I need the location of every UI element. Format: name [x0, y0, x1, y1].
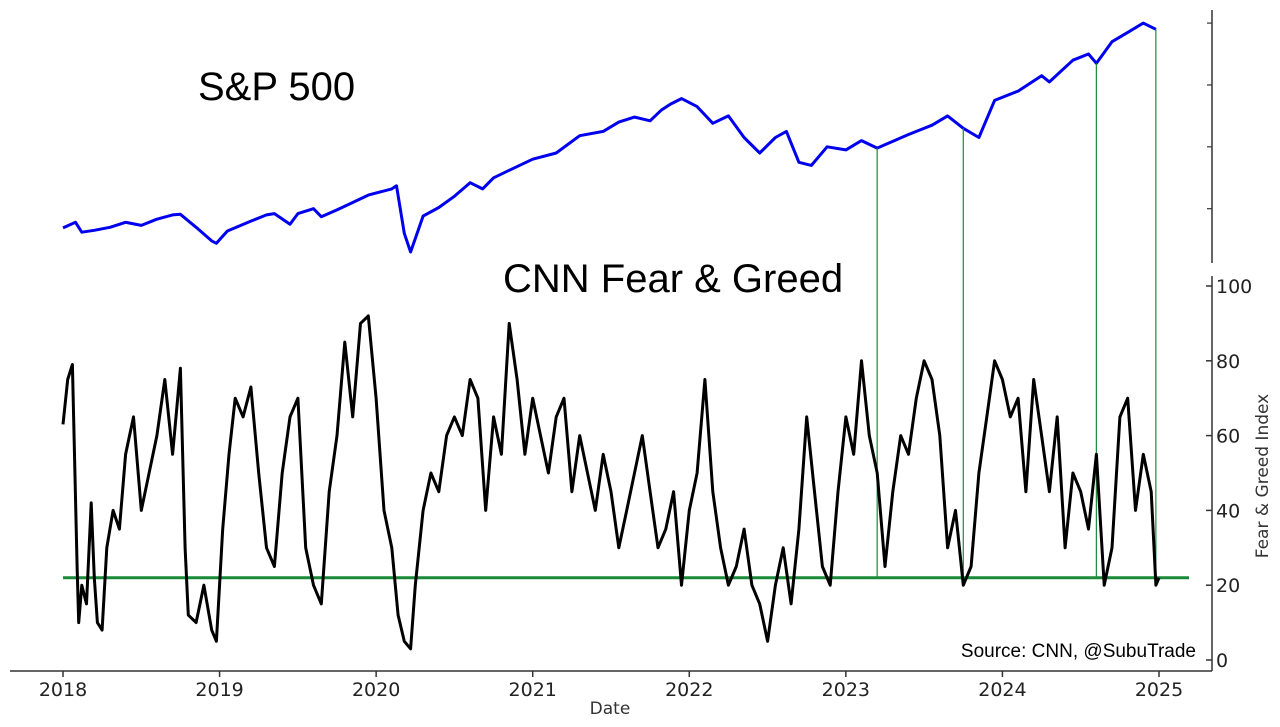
- y-tick-label-100: 100: [1216, 276, 1252, 298]
- x-tick-label-2018: 2018: [39, 679, 87, 701]
- fear-greed-chart: [61, 29, 1189, 651]
- sp500-title: S&P 500: [198, 65, 355, 109]
- y-tick-label-80: 80: [1216, 351, 1240, 373]
- x-tick-label-2022: 2022: [665, 679, 713, 701]
- y-tick-label-40: 40: [1216, 500, 1240, 522]
- sp500-chart: [62, 21, 1157, 254]
- source-annotation: Source: CNN, @SubuTrade: [961, 641, 1196, 662]
- x-tick-label-2021: 2021: [509, 679, 557, 701]
- fear-greed-series-line: [61, 314, 1161, 651]
- x-tick-label-2020: 2020: [352, 679, 400, 701]
- y-axis-label: Fear & Greed Index: [1253, 394, 1273, 558]
- sp500-series-line: [62, 21, 1157, 254]
- x-tick-label-2024: 2024: [978, 679, 1026, 701]
- x-tick-label-2019: 2019: [195, 679, 243, 701]
- y-tick-label-60: 60: [1216, 426, 1240, 448]
- y-tick-label-0: 0: [1216, 650, 1228, 672]
- x-tick-label-2023: 2023: [822, 679, 870, 701]
- x-axis-label: Date: [590, 699, 631, 719]
- axes-ticks: 2018 2019 2020 2021 2022 2023 2024 2025 0 20 40 60 8…: [39, 22, 1252, 701]
- x-tick-label-2025: 2025: [1135, 679, 1183, 701]
- y-tick-label-20: 20: [1216, 575, 1240, 597]
- fear-greed-title: CNN Fear & Greed: [503, 257, 843, 301]
